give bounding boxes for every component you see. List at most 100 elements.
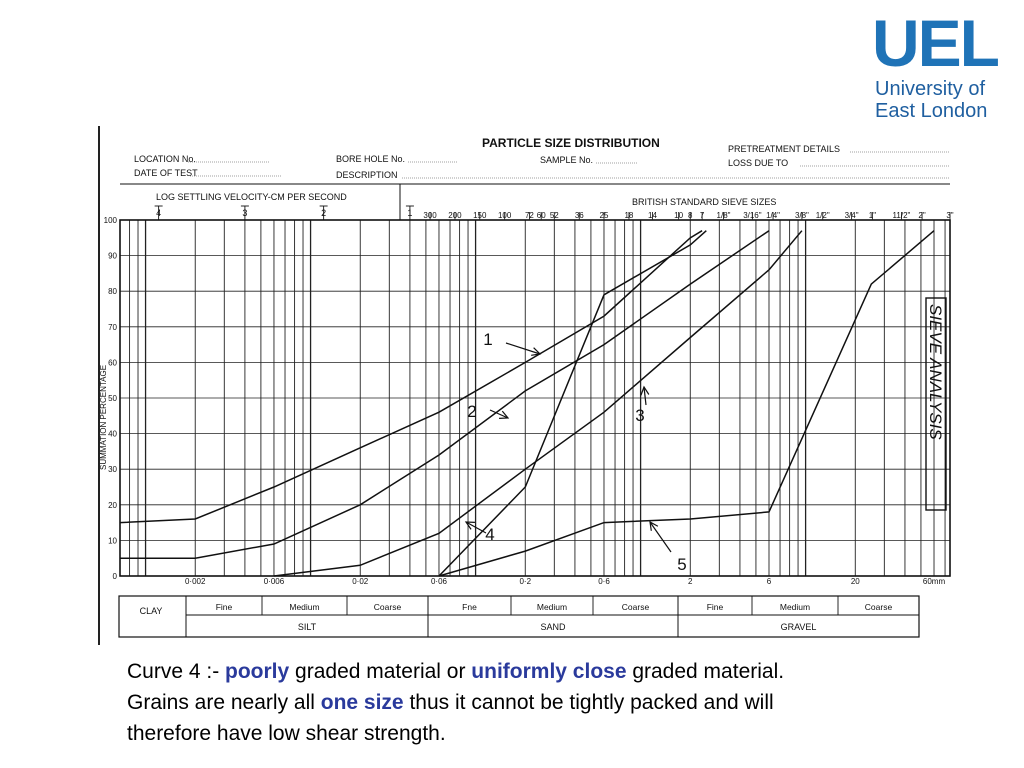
sieve-tick-label: 100 <box>498 211 512 220</box>
annotation-label-2: 2 <box>467 402 476 421</box>
classification-clay: CLAY <box>140 606 163 616</box>
y-tick-label: 20 <box>108 501 117 510</box>
settling-velocity-ticks: 4 3 2 1 <box>154 205 414 220</box>
sieve-tick-labels: 300 200 150 100 72 60 52 36 25 18 14 10 8 7 1/8" 3/16" 1… <box>423 211 954 220</box>
y-tick-label: 70 <box>108 323 117 332</box>
field-borehole: BORE HOLE No. <box>336 154 405 164</box>
logo-line-2: East London <box>875 100 988 122</box>
sieve-tick-label: 3" <box>946 211 953 220</box>
logo-mark: UEL <box>872 6 1000 80</box>
sieve-tick-label: 36 <box>575 211 584 220</box>
caption-highlight-one-size: one size <box>320 691 404 714</box>
grain-size-tick-label: 6 <box>767 577 772 586</box>
annotation-arrow-4 <box>465 521 487 534</box>
grain-size-tick-label: 0·2 <box>519 577 531 586</box>
grading-curves <box>119 230 935 577</box>
field-date: DATE OF TEST <box>134 168 198 178</box>
caption-text: Grains are nearly all <box>127 691 321 714</box>
sieve-tick-label: 1/4" <box>766 211 780 220</box>
classification-sub-label: Coarse <box>374 602 402 612</box>
annotation-arrowhead-3 <box>640 385 650 396</box>
annotation-arrowhead-5 <box>649 520 659 531</box>
caption-line-1: Curve 4 :- poorly graded material or uni… <box>127 656 987 687</box>
annotation-arrowhead-1 <box>531 347 542 356</box>
grain-size-tick-label: 20 <box>851 577 860 586</box>
classification-sub-label: Fne <box>462 602 477 612</box>
caption-text: Curve 4 :- <box>127 660 226 683</box>
annotation-arrow-3 <box>643 386 647 406</box>
y-tick-label: 100 <box>104 216 118 225</box>
settling-tick-label: 3 <box>242 208 247 218</box>
caption-text: graded material or <box>289 660 472 683</box>
annotation-label-4: 4 <box>485 525 494 544</box>
grain-size-tick-labels: 0·002 0·006 0·02 0·06 0·2 0·6 2 6 20 60mm <box>185 577 945 586</box>
y-tick-label: 80 <box>108 287 117 296</box>
classification-group-gravel: GRAVEL <box>781 622 817 632</box>
annotation-arrowhead-4 <box>464 521 475 530</box>
sieve-tick-label: 11/2" <box>893 211 911 220</box>
classification-sub-label: Medium <box>780 602 810 612</box>
sieve-tick-label: 150 <box>473 211 487 220</box>
sieve-tick-label: 3/4" <box>845 211 859 220</box>
y-tick-label: 60 <box>108 358 117 367</box>
settling-tick-label: 4 <box>156 208 161 218</box>
grain-size-tick-label: 0·02 <box>352 577 369 586</box>
grain-size-tick-label: 0·002 <box>185 577 206 586</box>
sieve-tick-label: 200 <box>448 211 462 220</box>
sieve-tick-label: 1/8" <box>717 211 731 220</box>
caption-line-3: therefore have low shear strength. <box>127 722 446 745</box>
y-tick-label: 30 <box>108 465 117 474</box>
sieve-tick-label: 25 <box>600 211 609 220</box>
sieve-tick-label: 300 <box>423 211 437 220</box>
classification-sub-label: Medium <box>289 602 319 612</box>
sieve-tick-label: 3/16" <box>743 211 762 220</box>
caption: Curve 4 :- poorly graded material or uni… <box>127 656 987 749</box>
curve-5 <box>438 230 935 577</box>
y-tick-label: 0 <box>113 572 118 581</box>
sieve-tick-label: 60 <box>537 211 546 220</box>
vertical-gridlines <box>129 220 946 576</box>
grain-size-tick-label: 0·006 <box>264 577 285 586</box>
y-tick-label: 10 <box>108 536 117 545</box>
settling-tick-label: 2 <box>321 208 326 218</box>
annotation-arrow-1 <box>505 342 541 355</box>
annotation-arrow-2 <box>489 409 509 419</box>
uel-logo: UEL University of East London <box>872 10 1017 122</box>
sieve-tick-label: 10 <box>674 211 683 220</box>
y-tick-label: 90 <box>108 252 117 261</box>
y-tick-labels: 0 10 20 30 40 50 60 70 80 90 100 <box>104 216 118 581</box>
sieve-tick-label: 14 <box>648 211 657 220</box>
side-note-box <box>925 297 947 511</box>
settling-tick-label: 1 <box>407 208 412 218</box>
field-description: DESCRIPTION <box>336 170 398 180</box>
annotation-arrow-5 <box>649 521 672 553</box>
caption-text: thus it cannot be tightly packed and wil… <box>403 691 774 714</box>
y-axis-title: SUMMATION PERCENTAGE <box>99 365 108 470</box>
particle-size-chart: PARTICLE SIZE DISTRIBUTION LOCATION No. … <box>98 126 954 645</box>
caption-line-2: Grains are nearly all one size thus it c… <box>127 687 987 718</box>
caption-highlight-uniformly: uniformly close <box>471 660 627 683</box>
y-tick-label: 40 <box>108 430 117 439</box>
curve-3 <box>273 230 803 577</box>
settling-velocity-label: LOG SETTLING VELOCITY-CM PER SECOND <box>156 192 347 202</box>
sieve-sizes-label: BRITISH STANDARD SIEVE SIZES <box>632 197 776 207</box>
classification-sub-label: Fine <box>707 602 724 612</box>
sieve-tick-label: 18 <box>624 211 633 220</box>
field-pretreatment: PRETREATMENT DETAILS <box>728 144 840 154</box>
sieve-tick-label: 1" <box>869 211 876 220</box>
form-title: PARTICLE SIZE DISTRIBUTION <box>482 136 660 150</box>
caption-text: graded material. <box>626 660 785 683</box>
classification-table: CLAY SILT Fine Medium Coarse SAND Fne Medium Coa… <box>118 595 920 638</box>
sieve-tick-label: 3/8" <box>795 211 809 220</box>
caption-highlight-poorly: poorly <box>225 660 290 683</box>
annotation-label-5: 5 <box>677 555 686 574</box>
field-loss: LOSS DUE TO <box>728 158 788 168</box>
sieve-tick-label: 2" <box>918 211 925 220</box>
curve-annotations: 1 2 3 4 5 <box>464 330 687 574</box>
classification-sub-label: Coarse <box>865 602 893 612</box>
field-location: LOCATION No. <box>134 154 196 164</box>
plot-frame <box>119 219 951 577</box>
annotation-label-3: 3 <box>635 406 644 425</box>
sieve-tick-label: 7 <box>700 211 705 220</box>
logo-line-1: University of <box>875 78 986 100</box>
